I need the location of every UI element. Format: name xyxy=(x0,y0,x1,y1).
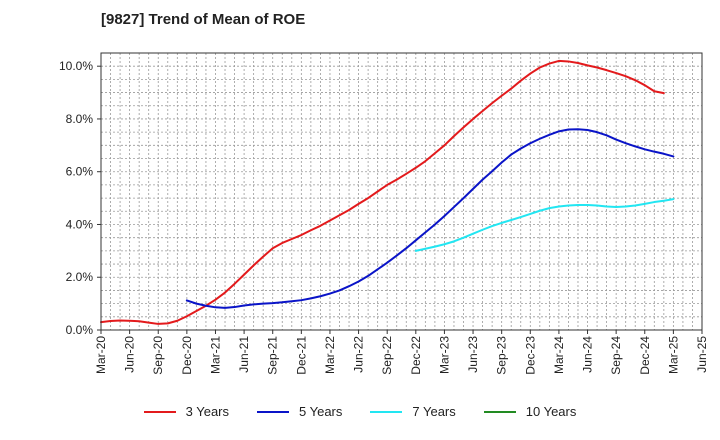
series-line-3-years xyxy=(100,59,665,325)
x-tick-label: Jun-25 xyxy=(695,336,709,373)
x-tick-label: Jun-23 xyxy=(466,336,480,373)
legend-item: 5 Years xyxy=(257,404,342,419)
series-line-7-years xyxy=(414,198,675,252)
legend-label: 10 Years xyxy=(525,404,577,419)
legend-swatch xyxy=(143,410,176,413)
y-tick-label: 8.0% xyxy=(66,112,94,126)
plot-frame xyxy=(100,52,703,331)
x-tick-label: Sep-23 xyxy=(495,336,509,375)
series-lines xyxy=(100,59,675,325)
x-tick-label: Sep-24 xyxy=(609,336,623,375)
legend-item: 7 Years xyxy=(370,404,456,419)
legend-item: 10 Years xyxy=(483,404,577,419)
x-tick-label: Dec-20 xyxy=(180,336,194,375)
x-tick-label: Mar-24 xyxy=(552,336,566,374)
x-tick-label: Dec-21 xyxy=(294,336,308,375)
x-tick-label: Jun-24 xyxy=(581,336,595,373)
legend-label: 7 Years xyxy=(412,404,456,419)
legend-label: 5 Years xyxy=(299,404,343,419)
legend-swatch xyxy=(257,410,289,413)
grid xyxy=(101,53,702,330)
y-tick-label: 4.0% xyxy=(66,217,94,231)
x-tick-label: Dec-24 xyxy=(638,336,652,375)
x-tick-label: Jun-20 xyxy=(123,336,137,373)
legend-swatch xyxy=(483,410,516,413)
x-tick-label: Mar-20 xyxy=(94,336,108,374)
x-tick-label: Mar-25 xyxy=(666,336,680,374)
x-tick-label: Jun-21 xyxy=(237,336,251,373)
y-tick-label: 2.0% xyxy=(66,270,94,284)
x-tick-label: Sep-20 xyxy=(151,336,165,375)
x-tick-label: Sep-21 xyxy=(266,336,280,375)
y-tick-label: 6.0% xyxy=(66,165,94,179)
legend-label: 3 Years xyxy=(185,404,229,419)
y-tick-label: 0.0% xyxy=(66,323,94,337)
x-tick-label: Sep-22 xyxy=(380,336,394,375)
x-tick-label: Mar-21 xyxy=(208,336,222,374)
legend: 3 Years 5 Years 7 Years 10 Years xyxy=(0,404,720,419)
chart-title: [9827] Trend of Mean of ROE xyxy=(101,11,306,28)
x-tick-label: Dec-22 xyxy=(409,336,423,375)
series-line-5-years xyxy=(185,128,675,309)
plot-area xyxy=(101,53,702,330)
legend-swatch xyxy=(370,410,403,413)
x-tick-label: Mar-23 xyxy=(437,336,451,374)
x-tick-label: Mar-22 xyxy=(323,336,337,374)
x-tick-label: Jun-22 xyxy=(352,336,366,373)
y-tick-label: 10.0% xyxy=(59,59,93,73)
x-tick-label: Dec-23 xyxy=(523,336,537,375)
legend-item: 3 Years xyxy=(143,404,229,419)
axes: 0.0% 2.0% 4.0% 6.0% 8.0% 10.0% Mar-20 Jun-20 Sep… xyxy=(59,59,709,375)
